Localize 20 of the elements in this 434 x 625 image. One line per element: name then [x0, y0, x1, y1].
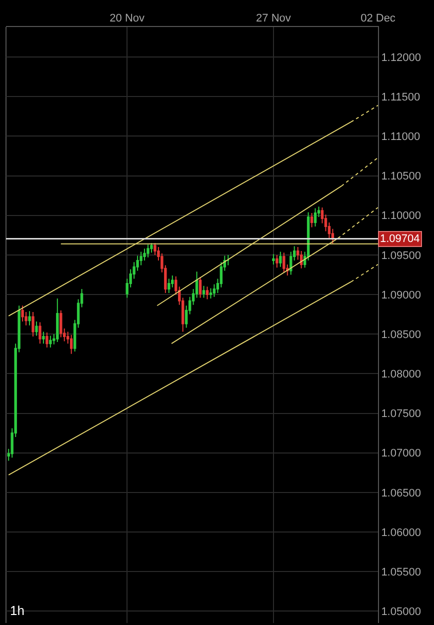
- x-tick-label: 02 Dec: [360, 12, 396, 25]
- y-tick-label: 1.05000: [381, 606, 421, 618]
- x-tick-label: 27 Nov: [256, 12, 292, 25]
- x-tick-label: 20 Nov: [110, 12, 146, 25]
- y-tick-label: 1.11000: [381, 131, 420, 144]
- y-tick-label: 1.12000: [381, 52, 421, 64]
- y-tick-label: 1.07500: [381, 408, 421, 420]
- y-tick-label: 1.11500: [381, 92, 420, 104]
- y-tick-label: 1.10000: [381, 210, 421, 222]
- y-tick-label: 1.08000: [381, 368, 421, 381]
- ref-line-label: 1.09704: [380, 233, 420, 245]
- y-tick-label: 1.09000: [381, 289, 421, 302]
- y-tick-label: 1.05500: [381, 566, 421, 578]
- y-tick-label: 1.06500: [381, 487, 421, 500]
- y-tick-label: 1.07000: [381, 448, 421, 460]
- y-tick-label: 1.09500: [381, 250, 421, 262]
- y-tick-label: 1.06000: [381, 526, 421, 539]
- y-tick-label: 1.10500: [381, 170, 421, 183]
- annotation: 1h: [10, 603, 24, 618]
- y-tick-label: 1.08500: [381, 328, 421, 341]
